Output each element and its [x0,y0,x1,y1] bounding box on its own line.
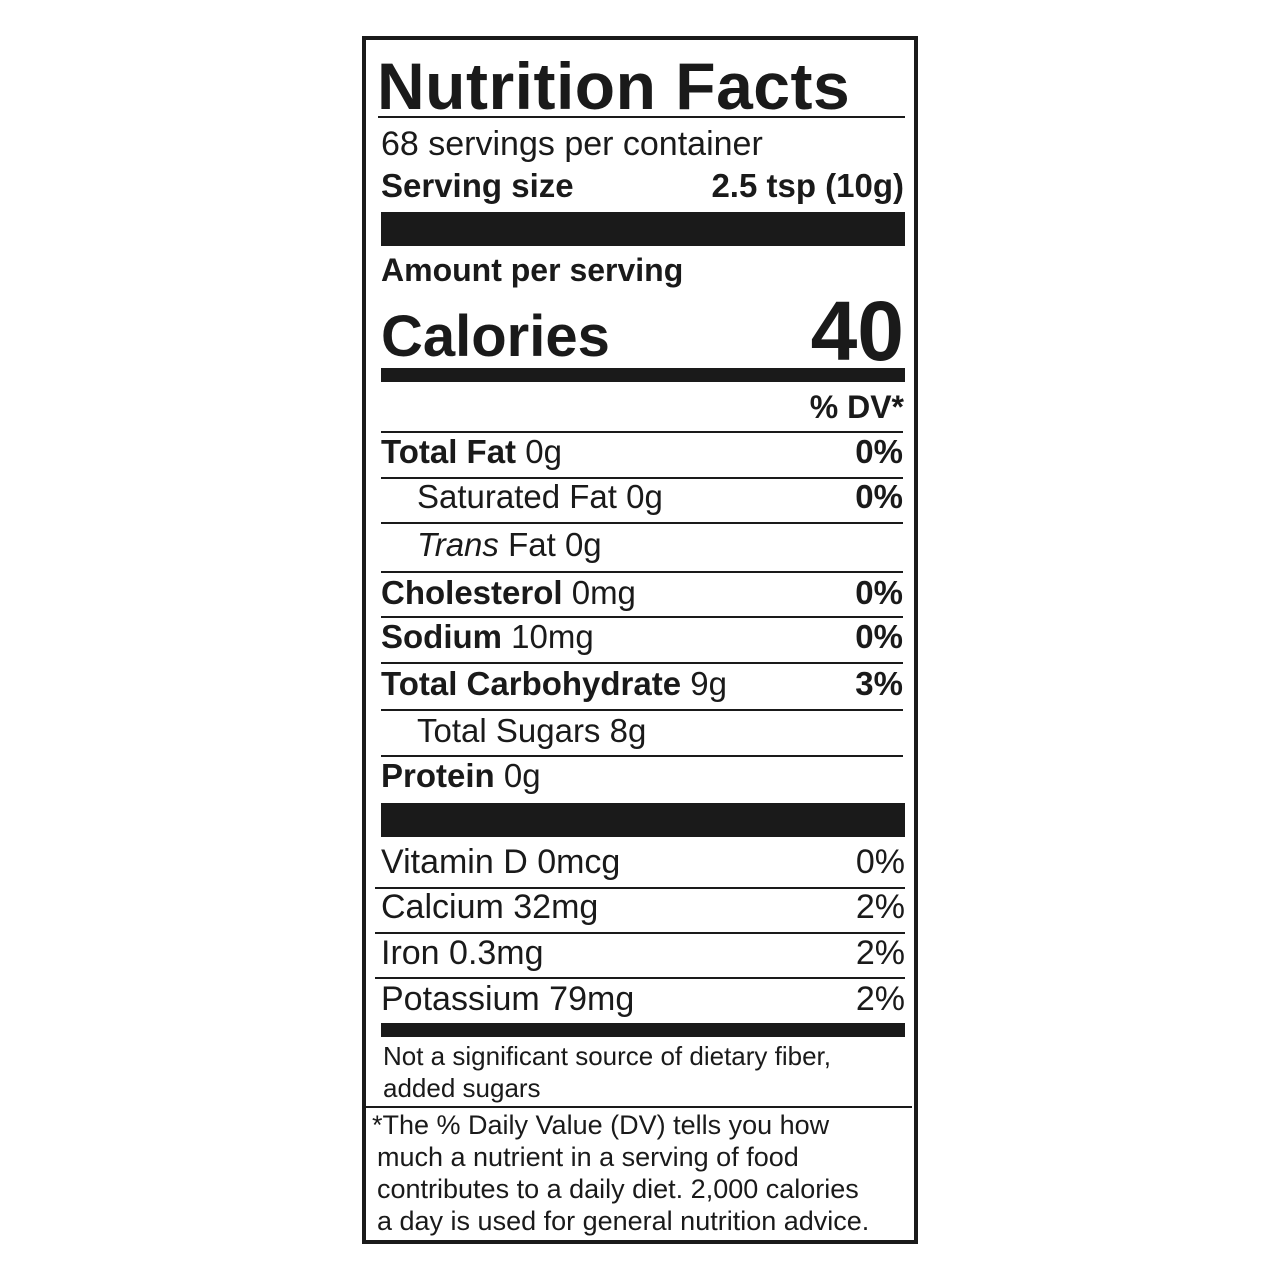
nutrient-row-total-carbohydrate: Total Carbohydrate 9g 3% [381,664,903,704]
nutrient-amount: 0g [525,433,562,470]
serving-size-value: 2.5 tsp (10g) [711,167,904,204]
serving-size-label: Serving size [381,167,574,204]
nutrient-name: Saturated Fat [417,478,617,515]
divider [381,571,903,573]
vitamin-row-iron: Iron 0.3mg 2% [381,933,905,973]
nutrient-dv: 3% [855,665,903,702]
nutrient-row-sodium: Sodium 10mg 0% [381,617,903,657]
divider [381,662,903,664]
vitamin-label: Iron 0.3mg [381,934,544,972]
nutrient-name: Sodium [381,618,502,655]
nutrient-dv: 0% [855,433,903,470]
dv-header: % DV* [809,389,904,425]
nutrient-amount: 0mg [571,574,636,611]
nutrient-amount: 8g [609,712,647,749]
divider [375,887,905,889]
medium-bar [381,368,905,382]
divider [381,477,903,479]
nutrient-name: Trans [417,526,499,563]
nutrient-dv: 0% [855,574,903,611]
nutrition-label [362,36,918,1244]
vitamin-dv: 2% [855,934,905,972]
divider [381,755,903,757]
nutrient-row-total-sugars: Total Sugars 8g [381,711,903,751]
footnote-line-3: contributes to a daily diet. 2,000 calor… [377,1174,859,1204]
nutrient-amount: 9g [690,665,727,702]
not-significant-line-2: added sugars [383,1073,541,1103]
nutrient-name: Total Fat [381,433,517,470]
nutrient-name: Total Carbohydrate [381,665,682,702]
footnote-line-1: *The % Daily Value (DV) tells you how [372,1110,830,1140]
vitamin-label: Calcium 32mg [381,888,599,926]
calories-value: 40 [810,284,904,378]
thick-bar [381,803,905,837]
vitamin-dv: 2% [855,980,905,1018]
divider [366,1106,912,1108]
vitamin-dv: 0% [855,843,905,881]
vitamin-row-vitamin-d: Vitamin D 0mcg 0% [381,842,905,882]
nutrient-name: Protein [381,757,495,794]
vitamin-label: Vitamin D 0mcg [381,843,621,881]
label-title: Nutrition Facts [377,49,851,123]
nutrient-amount: 0g [626,478,663,515]
divider [375,932,905,934]
divider [381,616,903,618]
nutrient-row-total-fat: Total Fat 0g 0% [381,432,903,472]
footnote-line-2: much a nutrient in a serving of food [377,1142,799,1172]
footnote-line-4: a day is used for general nutrition advi… [377,1206,870,1236]
nutrient-amount: 10mg [511,618,594,655]
divider [381,709,903,711]
nutrient-row-saturated-fat: Saturated Fat 0g 0% [381,477,903,517]
nutrient-name-suffix: Fat [508,526,556,563]
nutrient-dv: 0% [855,618,903,655]
nutrient-row-cholesterol: Cholesterol 0mg 0% [381,573,903,613]
nutrient-amount: 0g [564,526,602,563]
nutrient-amount: 0g [503,757,541,794]
divider [381,431,903,433]
thick-bar [381,212,905,246]
divider [381,522,903,524]
amount-per-serving: Amount per serving [381,252,684,288]
divider [375,977,905,979]
vitamin-label: Potassium 79mg [381,980,635,1018]
medium-bar [381,1023,905,1037]
calories-label: Calories [381,304,610,369]
nutrient-dv: 0% [855,478,903,515]
nutrient-name: Total Sugars [417,712,601,749]
vitamin-dv: 2% [855,888,905,926]
nutrient-row-protein: Protein 0g [381,756,903,796]
not-significant-line-1: Not a significant source of dietary fibe… [383,1041,832,1071]
vitamin-row-calcium: Calcium 32mg 2% [381,887,905,927]
divider [378,116,905,118]
nutrient-name: Cholesterol [381,574,563,611]
vitamin-row-potassium: Potassium 79mg 2% [381,979,905,1019]
servings-per-container: 68 servings per container [381,125,763,163]
nutrient-row-trans-fat: Trans Fat 0g [381,525,903,565]
